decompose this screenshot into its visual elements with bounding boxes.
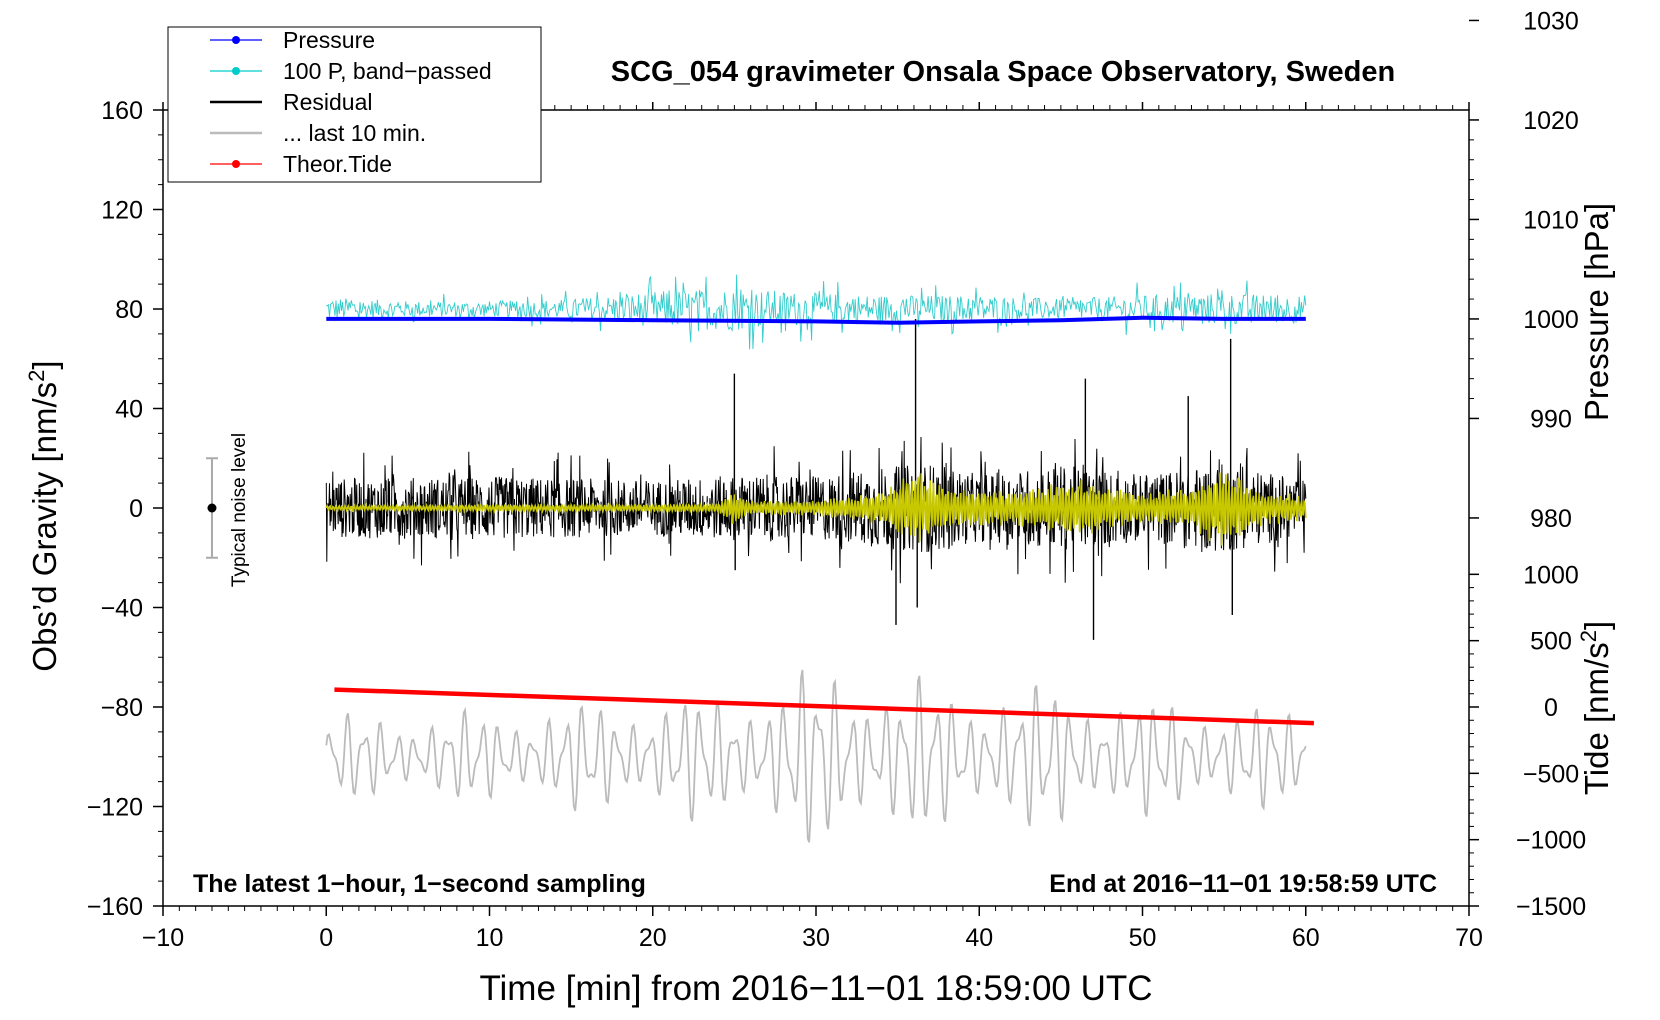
y-axis-label-tide: Tide [nm/s2] (1576, 621, 1615, 795)
x-tick-label: 40 (965, 924, 993, 952)
tide-tick-label: −1000 (1516, 827, 1586, 855)
tide-tick-label: −1500 (1516, 893, 1586, 921)
tide-tick-label: 0 (1544, 694, 1558, 722)
legend-label: Residual (283, 89, 373, 115)
pressure-tick-label: 990 (1530, 405, 1572, 433)
tide-tick-label: 500 (1530, 628, 1572, 656)
x-tick-label: 70 (1455, 924, 1483, 952)
y-tick-label: 0 (129, 495, 143, 523)
y-tick-label: 80 (115, 296, 143, 324)
legend-label: Pressure (283, 27, 375, 53)
series-pressure-line (326, 315, 1306, 325)
x-tick-label: 10 (476, 924, 504, 952)
legend-box (167, 26, 542, 183)
legend-label: ... last 10 min. (283, 120, 426, 146)
tide-tick-label: 1000 (1523, 561, 1579, 589)
series-residual-filtered-line (325, 472, 1307, 546)
y-tick-label: 120 (101, 197, 143, 225)
x-tick-label: 20 (639, 924, 667, 952)
y-axis-label-gravity: Obs’d Gravity [nm/s2] (24, 360, 63, 671)
pressure-tick-label: 980 (1530, 505, 1572, 533)
annotation-latest-hour: The latest 1−hour, 1−second sampling (193, 870, 646, 898)
legend-marker (232, 67, 240, 75)
x-axis-label: Time [min] from 2016−11−01 18:59:00 UTC (479, 969, 1152, 1008)
axes: −10 0 10 20 30 40 50 60 70−160−120−80−4004080120… (87, 7, 1586, 952)
noise-center-dot (207, 503, 217, 513)
y-tick-label: −120 (87, 794, 143, 822)
y-tick-label: 40 (115, 396, 143, 424)
noise-indicator: Typical noise level (205, 433, 250, 587)
legend-marker (232, 36, 240, 44)
y-axis-label-tide-close: ] (1578, 621, 1615, 630)
y-tick-label: −80 (101, 694, 143, 722)
annotation-end-time: End at 2016−11−01 19:58:59 UTC (1049, 870, 1437, 898)
x-tick-label: 50 (1129, 924, 1157, 952)
y-axis-label-tide-sup: 2 (1576, 630, 1601, 642)
pressure-tick-label: 1000 (1523, 306, 1579, 334)
pressure-tick-label: 1010 (1523, 206, 1579, 234)
legend-marker (232, 160, 240, 168)
y-tick-label: 160 (101, 97, 143, 125)
noise-indicator-label: Typical noise level (229, 433, 250, 587)
x-tick-label: −10 (142, 924, 184, 952)
y-axis-label-gravity-sup: 2 (24, 370, 49, 382)
series-last-10-min-line (325, 669, 1307, 843)
series-theoretical-tide-line (334, 687, 1314, 726)
legend-label: 100 P, band−passed (283, 58, 492, 84)
y-axis-label-gravity-main: Obs’d Gravity [nm/s (26, 382, 63, 672)
y-axis-label-tide-main: Tide [nm/s (1578, 642, 1615, 795)
tide-tick-label: −500 (1523, 760, 1579, 788)
y-axis-label-gravity-close: ] (26, 360, 63, 369)
legend: Pressure 100 P, band−passed Residual ... la… (167, 26, 542, 183)
x-tick-label: 60 (1292, 924, 1320, 952)
legend-label: Theor.Tide (283, 151, 392, 177)
plot-area (325, 274, 1314, 843)
pressure-tick-label: 1020 (1523, 107, 1579, 135)
y-tick-label: −40 (101, 595, 143, 623)
x-tick-label: 30 (802, 924, 830, 952)
x-tick-label: 0 (319, 924, 333, 952)
chart-title: SCG_054 gravimeter Onsala Space Observat… (611, 56, 1395, 88)
pressure-tick-label: 1030 (1523, 7, 1579, 35)
y-axis-label-pressure: Pressure [hPa] (1578, 203, 1615, 421)
y-tick-label: −160 (87, 893, 143, 921)
